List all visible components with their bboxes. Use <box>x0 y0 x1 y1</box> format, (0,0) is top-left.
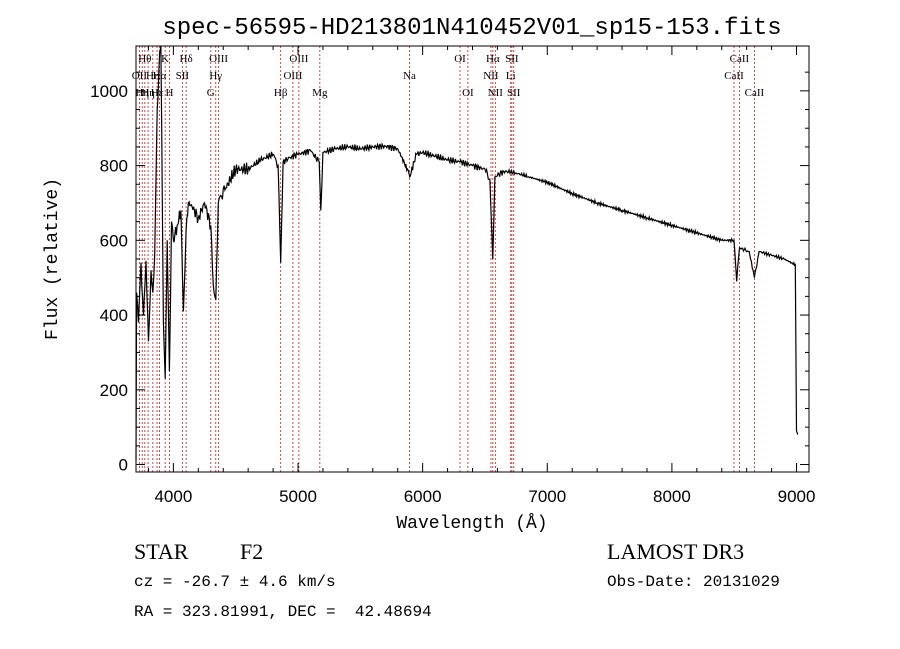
observation-date: Obs-Date: 20131029 <box>607 573 780 591</box>
x-tick-label-4: 8000 <box>653 487 691 506</box>
object-type: STAR <box>134 539 189 564</box>
line-marker-label-12: Hγ <box>209 70 222 82</box>
y-tick-label-2: 400 <box>100 306 128 325</box>
chart-title: spec-56595-HD213801N410452V01_sp15-153.f… <box>162 15 781 42</box>
y-tick-label-0: 0 <box>119 456 128 475</box>
line-marker-label-19: OI <box>454 53 466 65</box>
line-marker-label-8: H <box>166 87 174 99</box>
x-axis-label: Wavelength (Å) <box>396 513 547 534</box>
line-marker-label-28: CaII <box>730 53 750 65</box>
line-marker-label-6: Hα <box>153 70 167 82</box>
line-marker-label-11: G <box>207 87 215 99</box>
x-tick-label-1: 5000 <box>279 487 317 506</box>
line-marker-label-24: Li <box>506 70 516 82</box>
plot-frame <box>135 45 810 473</box>
y-tick-label-3: 600 <box>100 231 128 250</box>
line-marker-label-4: Hη <box>146 70 160 82</box>
line-marker-label-20: OI <box>462 87 474 99</box>
x-tick-label-3: 7000 <box>528 487 566 506</box>
spectral-line-labels: OIIHηHθHηHηHεHαKHSIIHδGHγOIIIHβOIIIOIIIM… <box>132 53 765 99</box>
line-marker-label-26: SII <box>507 87 521 99</box>
x-axis-ticks: 4000 5000 6000 7000 8000 9000 <box>147 46 816 506</box>
coordinates: RA = 323.81991, DEC = 42.48694 <box>134 603 432 621</box>
survey-name: LAMOST DR3 <box>607 539 745 564</box>
line-marker-label-25: SII <box>505 53 519 65</box>
line-marker-label-10: Hδ <box>180 53 193 65</box>
spectral-line-markers <box>138 46 755 472</box>
line-marker-label-1: Hη <box>135 87 149 99</box>
y-axis-label: Flux (relative) <box>43 178 63 340</box>
line-marker-label-23: NII <box>488 87 504 99</box>
x-tick-label-5: 9000 <box>778 487 816 506</box>
y-tick-label-1: 200 <box>100 381 128 400</box>
line-marker-label-29: CaII <box>745 87 765 99</box>
line-marker-label-13: OIII <box>209 53 228 65</box>
line-marker-label-2: Hθ <box>138 53 151 65</box>
line-marker-label-18: Na <box>403 70 416 82</box>
line-marker-label-5: Hε <box>151 87 164 99</box>
line-marker-label-3: Hη <box>141 87 155 99</box>
line-marker-label-27: CaII <box>724 70 744 82</box>
line-marker-label-15: OIII <box>283 70 302 82</box>
y-axis-ticks: 0 200 400 600 800 1000 <box>90 71 809 475</box>
redshift-value: cz = -26.7 ± 4.6 km/s <box>134 573 336 591</box>
line-marker-label-22: Hα <box>486 53 500 65</box>
x-tick-label-0: 4000 <box>154 487 192 506</box>
line-marker-label-7: K <box>161 53 169 65</box>
line-marker-label-9: SII <box>176 70 190 82</box>
line-marker-label-14: Hβ <box>274 87 288 99</box>
y-tick-label-5: 1000 <box>90 82 128 101</box>
line-marker-label-16: OIII <box>289 53 308 65</box>
object-subclass: F2 <box>240 539 264 564</box>
flux-series-line <box>135 45 799 461</box>
line-marker-label-21: NII <box>483 70 499 82</box>
y-tick-label-4: 800 <box>100 157 128 176</box>
x-tick-label-2: 6000 <box>404 487 442 506</box>
line-marker-label-17: Mg <box>312 87 328 99</box>
